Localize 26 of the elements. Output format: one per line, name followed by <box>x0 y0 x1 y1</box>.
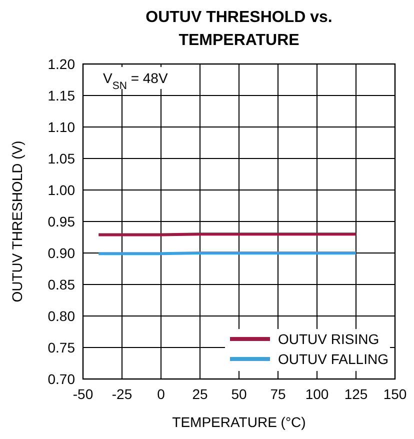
legend-label: OUTUV RISING <box>278 331 380 347</box>
x-tick-label: 75 <box>270 386 286 402</box>
x-tick-label: 150 <box>383 386 407 402</box>
annotation: V$_{SN}$ = 48V <box>103 70 168 92</box>
x-tick-label: 0 <box>157 386 166 402</box>
x-tick-label: 50 <box>231 386 247 402</box>
x-tick-label: -50 <box>72 386 94 402</box>
y-tick-label: 0.95 <box>48 214 76 230</box>
chart-title: OUTUV THRESHOLD vs. TEMPERATURE <box>146 9 332 49</box>
x-tick-label: 100 <box>305 386 329 402</box>
y-tick-label: 1.10 <box>48 119 76 135</box>
x-tick-label: -25 <box>112 386 132 402</box>
y-tick-label: 0.70 <box>48 371 76 387</box>
y-tick-label: 1.05 <box>48 150 76 166</box>
y-tick-label: 0.90 <box>48 245 76 261</box>
y-tick-label: 0.75 <box>48 340 76 356</box>
x-axis-title: TEMPERATURE (°C) <box>172 414 306 430</box>
y-tick-label: 0.80 <box>48 308 76 324</box>
y-tick-label: 1.15 <box>48 88 76 104</box>
y-axis-title: OUTUV THRESHOLD (V) <box>9 140 25 302</box>
x-tick-label: 25 <box>192 386 208 402</box>
legend-label: OUTUV FALLING <box>278 351 388 367</box>
y-tick-label: 0.85 <box>48 276 76 292</box>
x-tick-label: 125 <box>344 386 368 402</box>
y-tick-label: 1.00 <box>48 182 76 198</box>
y-tick-label: 1.20 <box>48 56 76 72</box>
